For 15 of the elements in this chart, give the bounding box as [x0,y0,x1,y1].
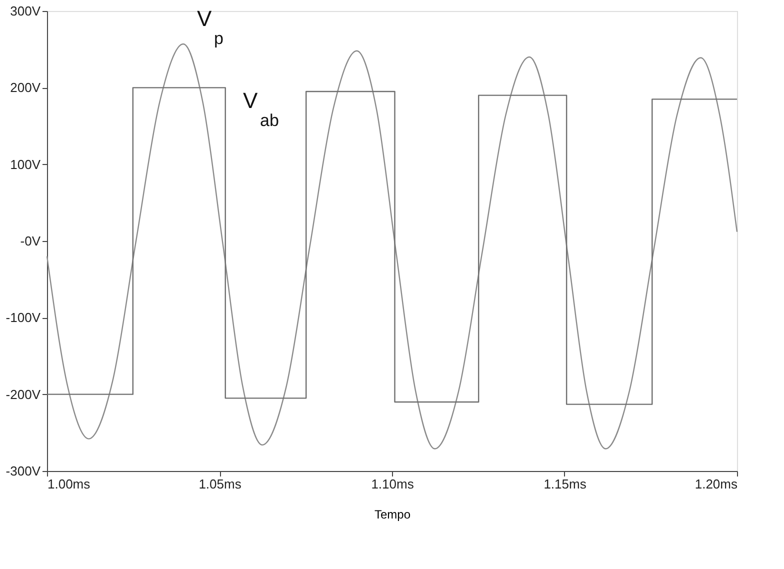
y-tick-label: -0V [20,234,41,248]
x-tick-label: 1.10ms [371,476,414,492]
y-tick-label: -100V [6,310,41,326]
y-tick-label: -300V [6,464,41,478]
x-tick-label: 1.05ms [198,476,242,492]
x-tick-label: 1.00ms [48,476,91,492]
x-tick-label: 1.15ms [544,476,587,492]
y-tick-label: -200V [6,386,41,402]
y-tick-label: 300V [10,4,41,18]
x-tick-label: 1.20ms [694,476,738,492]
x-axis-title: Tempo [374,508,411,522]
y-tick-label: 100V [10,156,41,172]
y-tick-label: 200V [10,80,41,96]
annotation: Vp [197,6,224,48]
annotation: Vab [243,88,279,130]
